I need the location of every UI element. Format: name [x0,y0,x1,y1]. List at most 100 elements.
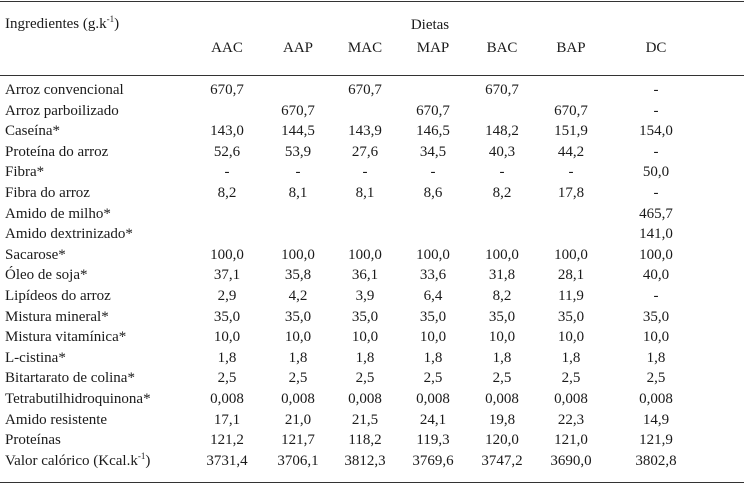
cell-aap: 1,8 [288,349,308,366]
row-label-text: Fibra* [5,164,45,181]
cell-aac: 35,0 [213,308,241,325]
table-row: Óleo de soja* 37,1 35,8 36,1 33,6 31,8 28,1 40,… [0,265,744,286]
cell-bap: 17,8 [557,184,585,201]
cell-bac: 31,8 [488,267,516,284]
cell-mac: 3812,3 [344,452,386,469]
row-label-text: Tetrabutilhidroquinona* [5,390,151,407]
column-header-bac: BAC [486,40,518,56]
cell-aap: - [295,164,301,181]
table-body: Arroz convencional 670,7 670,7 670,7- Arroz … [0,80,744,471]
table-row: Amido dextrinizado* 141,0 [0,224,744,245]
cell-mac: 1,8 [355,349,375,366]
table-header-rule [0,75,744,76]
row-label: Sacarose* [5,245,66,265]
cell-bac: 120,0 [485,432,519,449]
cell-map: 0,008 [416,390,450,407]
cell-mac: 143,9 [348,123,382,140]
row-label: L-cistina* [5,348,66,368]
cell-bac: 10,0 [488,329,516,346]
cell-map: 6,4 [423,287,443,304]
cell-bap: - [568,164,574,181]
table-row: Mistura mineral* 35,0 35,0 35,0 35,0 35,0 35,0… [0,307,744,328]
cell-bap: 10,0 [557,329,585,346]
row-label: Mistura vitamínica* [5,327,126,347]
row-label-sup: -1 [137,450,146,461]
row-label: Caseína* [5,121,60,141]
row-label: Lipídeos do arroz [5,286,111,306]
cell-aac: 2,5 [217,370,237,387]
row-label: Arroz parboilizado [5,101,119,121]
cell-dc: 10,0 [642,329,670,346]
cell-mac: 0,008 [348,390,382,407]
cell-mac: - [362,164,368,181]
table-row: Fibra* - - - - - - 50,0 [0,162,744,183]
table-row: Bitartarato de colina* 2,5 2,5 2,5 2,5 2,5 2,5… [0,368,744,389]
table-row: Caseína* 143,0 144,5 143,9 146,5 148,2 151,9 15… [0,121,744,142]
cell-bac: 35,0 [488,308,516,325]
cell-map: 119,3 [416,432,450,449]
cell-dc: 0,008 [639,390,673,407]
row-label: Valor calórico (Kcal.k-1) [5,451,150,471]
table-row: Amido de milho* 465,7 [0,204,744,225]
row-label-text: L-cistina* [5,349,66,366]
row-label-text: Bitartarato de colina* [5,370,135,387]
cell-bap: 35,0 [557,308,585,325]
row-label: Tetrabutilhidroquinona* [5,389,151,409]
cell-aac: 1,8 [217,349,237,366]
cell-dc: 2,5 [646,370,666,387]
row-label: Óleo de soja* [5,265,87,285]
cell-aap: 100,0 [281,246,315,263]
column-header-dc: DC [645,40,667,56]
cell-map: 8,6 [423,184,443,201]
row-label-text: Proteínas [5,432,61,449]
cell-bap: 11,9 [558,287,584,304]
cell-map: 670,7 [416,102,450,119]
cell-dc: 40,0 [642,267,670,284]
cell-aac: 52,6 [213,143,241,160]
row-label: Bitartarato de colina* [5,368,135,388]
column-header-mac: MAC [347,40,383,56]
cell-aac: 17,1 [213,411,241,428]
ingredients-header-close: ) [114,16,120,32]
cell-bac: 3747,2 [481,452,523,469]
row-label-text: Arroz convencional [5,82,124,98]
row-label-text: Mistura mineral* [5,308,109,325]
cell-bap: 151,9 [554,123,588,140]
cell-dc: 465,7 [639,205,673,222]
cell-aap: 10,0 [284,329,312,346]
row-label-text: Amido dextrinizado* [5,226,133,243]
cell-dc: 3802,8 [635,452,677,469]
table-row: Lipídeos do arroz 2,9 4,2 3,9 6,4 8,2 11,9 - [0,286,744,307]
cell-aap: 121,7 [281,432,315,449]
cell-aac: 2,9 [217,287,237,304]
cell-map: 3769,6 [412,452,454,469]
cell-dc: 154,0 [639,123,673,140]
table-row: Arroz convencional 670,7 670,7 670,7 - [0,80,744,101]
column-header-aap: AAP [282,40,313,56]
cell-mac: 36,1 [351,267,379,284]
cell-aap: 35,8 [284,267,312,284]
table-bottom-rule [0,482,744,483]
cell-mac: 21,5 [351,411,379,428]
cell-map: 10,0 [419,329,447,346]
cell-bac: 100,0 [485,246,519,263]
ingredients-header-text: Ingredientes (g.k [5,16,107,32]
cell-map: 100,0 [416,246,450,263]
cell-aap: 21,0 [284,411,312,428]
cell-aap: 35,0 [284,308,312,325]
cell-bac: 19,8 [488,411,516,428]
table-row: Sacarose* 100,0 100,0 100,0 100,0 100,0 100,0 1… [0,245,744,266]
cell-mac: 2,5 [355,370,375,387]
cell-aap: 3706,1 [277,452,319,469]
row-label: Amido resistente [5,410,107,430]
row-label: Proteínas [5,430,61,450]
cell-aac: 10,0 [213,329,241,346]
cell-dc: - [653,82,659,98]
cell-aac: - [224,164,230,181]
cell-bac: - [499,164,505,181]
cell-aac: 670,7 [210,82,244,98]
cell-bap: 28,1 [557,267,585,284]
table-top-rule [0,1,744,2]
cell-map: 146,5 [416,123,450,140]
cell-bac: 8,2 [492,287,512,304]
